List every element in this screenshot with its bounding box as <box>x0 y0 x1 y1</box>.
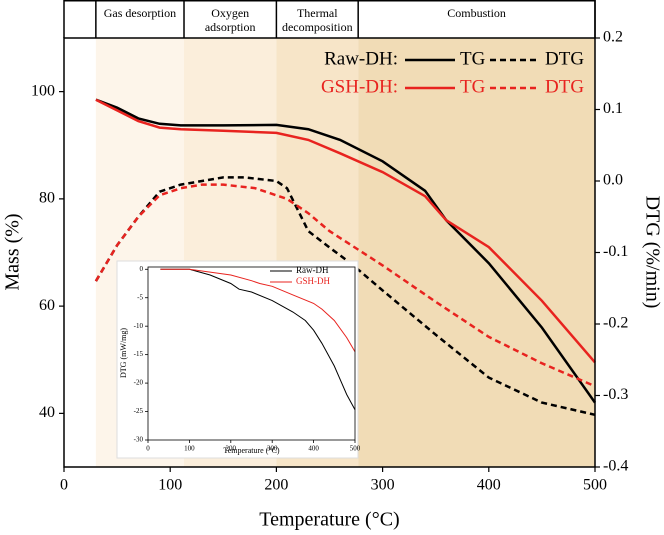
inset-y-tick-label: -20 <box>134 379 144 387</box>
inset-y-axis-title: DTG (mW/mg) <box>119 328 128 378</box>
inset-y-tick-label: -15 <box>134 350 144 358</box>
inset-y-tick-label: -10 <box>134 322 144 330</box>
y2-tick-label: 0.0 <box>603 172 623 189</box>
stage-label: Thermal decomposition <box>281 6 353 34</box>
inset-y-tick-label: -5 <box>137 293 143 301</box>
x-tick-label: 0 <box>60 477 68 494</box>
legend-group: Raw-DH: <box>324 48 398 69</box>
inset-legend-label: Raw-DH <box>296 265 329 275</box>
y-tick-label: 100 <box>31 82 55 99</box>
series-line <box>94 183 596 388</box>
x-axis-title: Temperature (°C) <box>259 509 399 531</box>
inset-y-tick-label: 0 <box>140 265 144 273</box>
legend-label: DTG <box>545 76 584 97</box>
x-tick-label: 500 <box>583 477 607 494</box>
inset-box <box>116 260 359 459</box>
legend-label: DTG <box>545 48 584 69</box>
inset-x-tick-label: 500 <box>350 445 361 453</box>
stage-label: Combustion <box>447 6 506 20</box>
inset-y-tick-label: -30 <box>134 436 144 444</box>
inset-x-tick-label: 0 <box>146 445 150 453</box>
y-tick-label: 80 <box>39 190 55 207</box>
inset-y-tick-label: -25 <box>134 407 144 415</box>
x-tick-label: 400 <box>477 477 501 494</box>
inset-line <box>160 268 356 353</box>
x-tick-label: 200 <box>264 477 288 494</box>
y2-tick-label: -0.3 <box>603 386 628 403</box>
inset-x-tick-label: 100 <box>184 445 195 453</box>
legend-label: TG <box>460 76 486 97</box>
y-tick-label: 60 <box>39 297 55 314</box>
y2-tick-label: -0.1 <box>603 243 628 260</box>
y2-tick-label: -0.4 <box>603 458 628 475</box>
y2-axis-title: DTG (%/min) <box>641 196 663 309</box>
series-line <box>95 98 596 364</box>
inset-legend-label: GSH-DH <box>296 276 331 286</box>
inset-line <box>160 268 356 411</box>
stage-label: Gas desorption <box>103 6 177 20</box>
series-line <box>94 176 596 417</box>
x-tick-label: 100 <box>158 477 182 494</box>
x-tick-label: 300 <box>371 477 395 494</box>
legend-group: GSH-DH: <box>321 76 398 97</box>
inset-x-tick-label: 200 <box>226 445 237 453</box>
y-tick-label: 40 <box>39 404 55 421</box>
legend-label: TG <box>460 48 486 69</box>
inset-frame <box>147 266 356 441</box>
inset-x-axis-title: Temperature (°C) <box>223 446 280 455</box>
inset-x-tick-label: 400 <box>308 445 319 453</box>
stage-label: Oxygen adsorption <box>204 6 256 34</box>
y2-tick-label: 0.2 <box>603 29 623 46</box>
y-axis-title: Mass (%) <box>2 213 24 290</box>
y2-tick-label: 0.1 <box>603 100 623 117</box>
inset-x-tick-label: 300 <box>267 445 278 453</box>
series-line <box>95 98 597 404</box>
y2-tick-label: -0.2 <box>603 315 628 332</box>
